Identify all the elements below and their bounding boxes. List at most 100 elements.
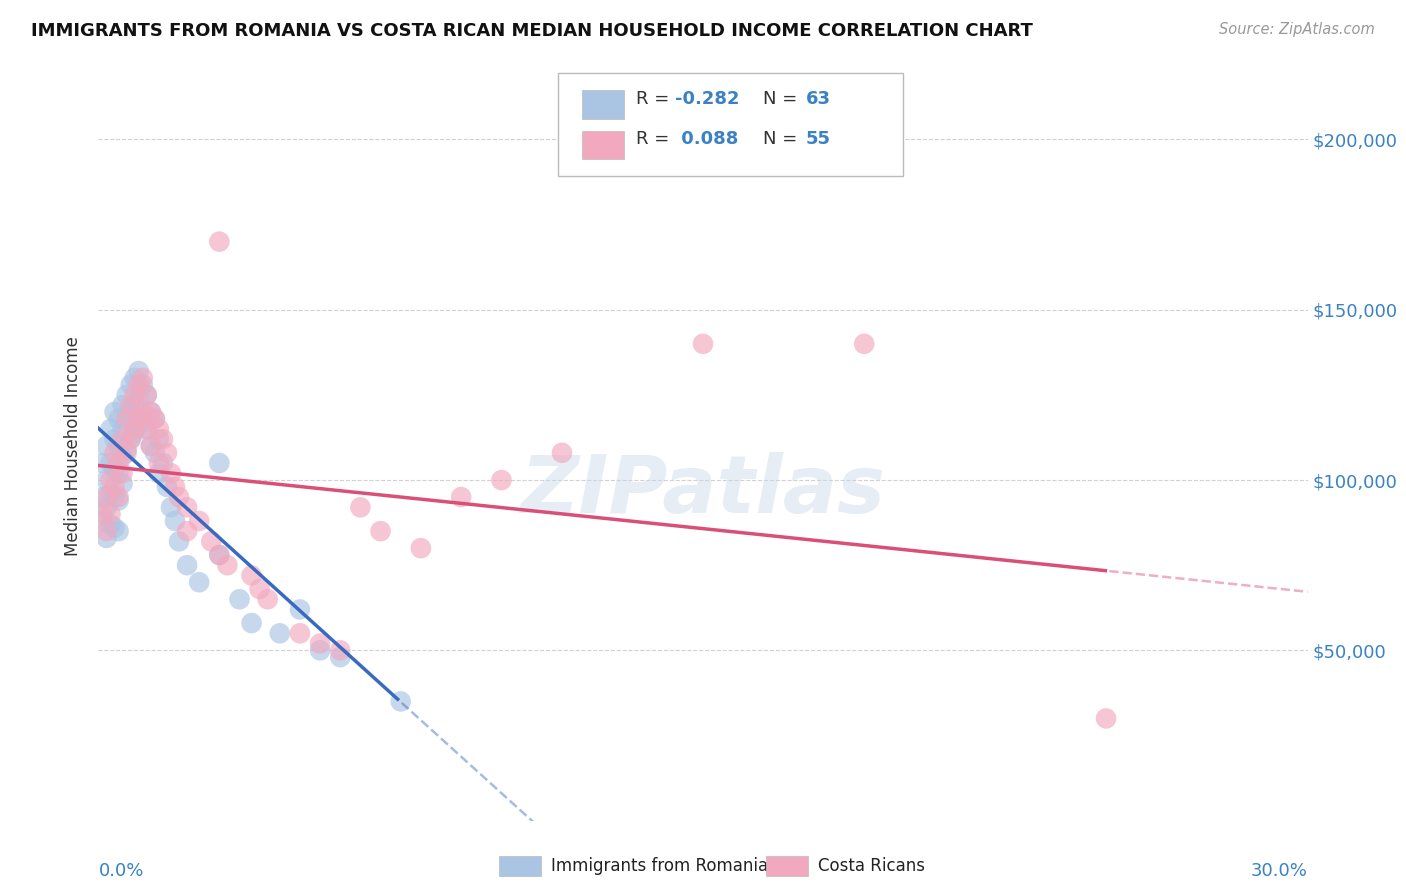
Point (91, 507, 114, 521)
Point (91, 490, 114, 504)
Point (329, 643, 352, 657)
Point (103, 446, 125, 460)
Point (103, 405, 125, 419)
Point (188, 575, 211, 590)
Point (107, 456, 129, 470)
Point (163, 480, 186, 494)
Point (115, 415, 138, 429)
Point (128, 364, 150, 378)
Point (103, 480, 125, 494)
Point (132, 377, 155, 392)
Point (128, 377, 150, 392)
Text: Immigrants from Romania: Immigrants from Romania (551, 857, 768, 875)
Point (135, 422, 157, 436)
Point (208, 235, 231, 249)
Point (148, 432, 170, 446)
Point (120, 377, 142, 392)
Point (309, 636, 332, 650)
Point (96, 524, 118, 538)
Point (176, 558, 198, 573)
Point (107, 490, 129, 504)
Point (217, 558, 239, 573)
Text: 0.0%: 0.0% (98, 862, 143, 880)
Point (208, 548, 231, 562)
Point (120, 405, 142, 419)
Point (370, 524, 392, 538)
Text: N =: N = (763, 130, 803, 148)
Point (120, 432, 142, 446)
Point (692, 336, 714, 351)
Point (96, 500, 118, 515)
Point (124, 398, 146, 412)
Point (132, 411, 155, 425)
Point (139, 439, 162, 453)
Point (450, 490, 472, 504)
Point (111, 398, 134, 412)
Point (103, 521, 125, 535)
Point (107, 467, 129, 481)
Point (107, 411, 129, 425)
Point (124, 425, 146, 440)
Point (107, 524, 129, 538)
Point (288, 602, 311, 616)
Point (111, 422, 134, 436)
Point (120, 432, 142, 446)
Point (853, 336, 876, 351)
Point (91, 456, 114, 470)
Point (100, 517, 122, 532)
Point (329, 650, 352, 665)
Point (115, 446, 138, 460)
Point (124, 422, 146, 436)
Point (1095, 711, 1118, 725)
Point (96, 490, 118, 504)
Point (128, 411, 150, 425)
Point (148, 456, 170, 470)
Point (132, 371, 155, 385)
Point (163, 514, 186, 528)
Point (124, 388, 146, 402)
Point (111, 476, 134, 491)
Point (115, 388, 138, 402)
Point (115, 411, 138, 425)
Text: R =: R = (637, 130, 675, 148)
Text: N =: N = (763, 90, 803, 108)
Point (120, 398, 142, 412)
Point (176, 500, 198, 515)
Point (128, 418, 150, 433)
Point (128, 392, 150, 406)
Point (409, 541, 432, 556)
Point (100, 507, 122, 521)
Point (111, 467, 134, 481)
Point (167, 534, 190, 549)
FancyBboxPatch shape (558, 73, 903, 177)
Point (148, 467, 170, 481)
Point (107, 493, 129, 508)
Point (100, 456, 122, 470)
Point (139, 405, 162, 419)
Text: 55: 55 (806, 130, 831, 148)
Point (103, 490, 125, 504)
Point (111, 449, 134, 463)
Point (152, 432, 174, 446)
Point (269, 626, 291, 640)
Point (152, 456, 174, 470)
Text: ZIPatlas: ZIPatlas (520, 452, 886, 530)
Point (132, 405, 155, 419)
Point (160, 500, 183, 515)
Y-axis label: Median Household Income: Median Household Income (65, 336, 83, 556)
Point (143, 446, 166, 460)
Point (167, 490, 190, 504)
Point (139, 439, 162, 453)
Point (124, 371, 146, 385)
Point (103, 432, 125, 446)
Point (228, 592, 250, 607)
Point (551, 446, 574, 460)
Text: 63: 63 (806, 90, 831, 108)
Point (349, 500, 371, 515)
Point (491, 473, 513, 487)
Point (156, 480, 179, 494)
Point (100, 473, 122, 487)
Text: IMMIGRANTS FROM ROMANIA VS COSTA RICAN MEDIAN HOUSEHOLD INCOME CORRELATION CHART: IMMIGRANTS FROM ROMANIA VS COSTA RICAN M… (31, 22, 1033, 40)
Point (240, 568, 263, 582)
FancyBboxPatch shape (582, 90, 624, 119)
